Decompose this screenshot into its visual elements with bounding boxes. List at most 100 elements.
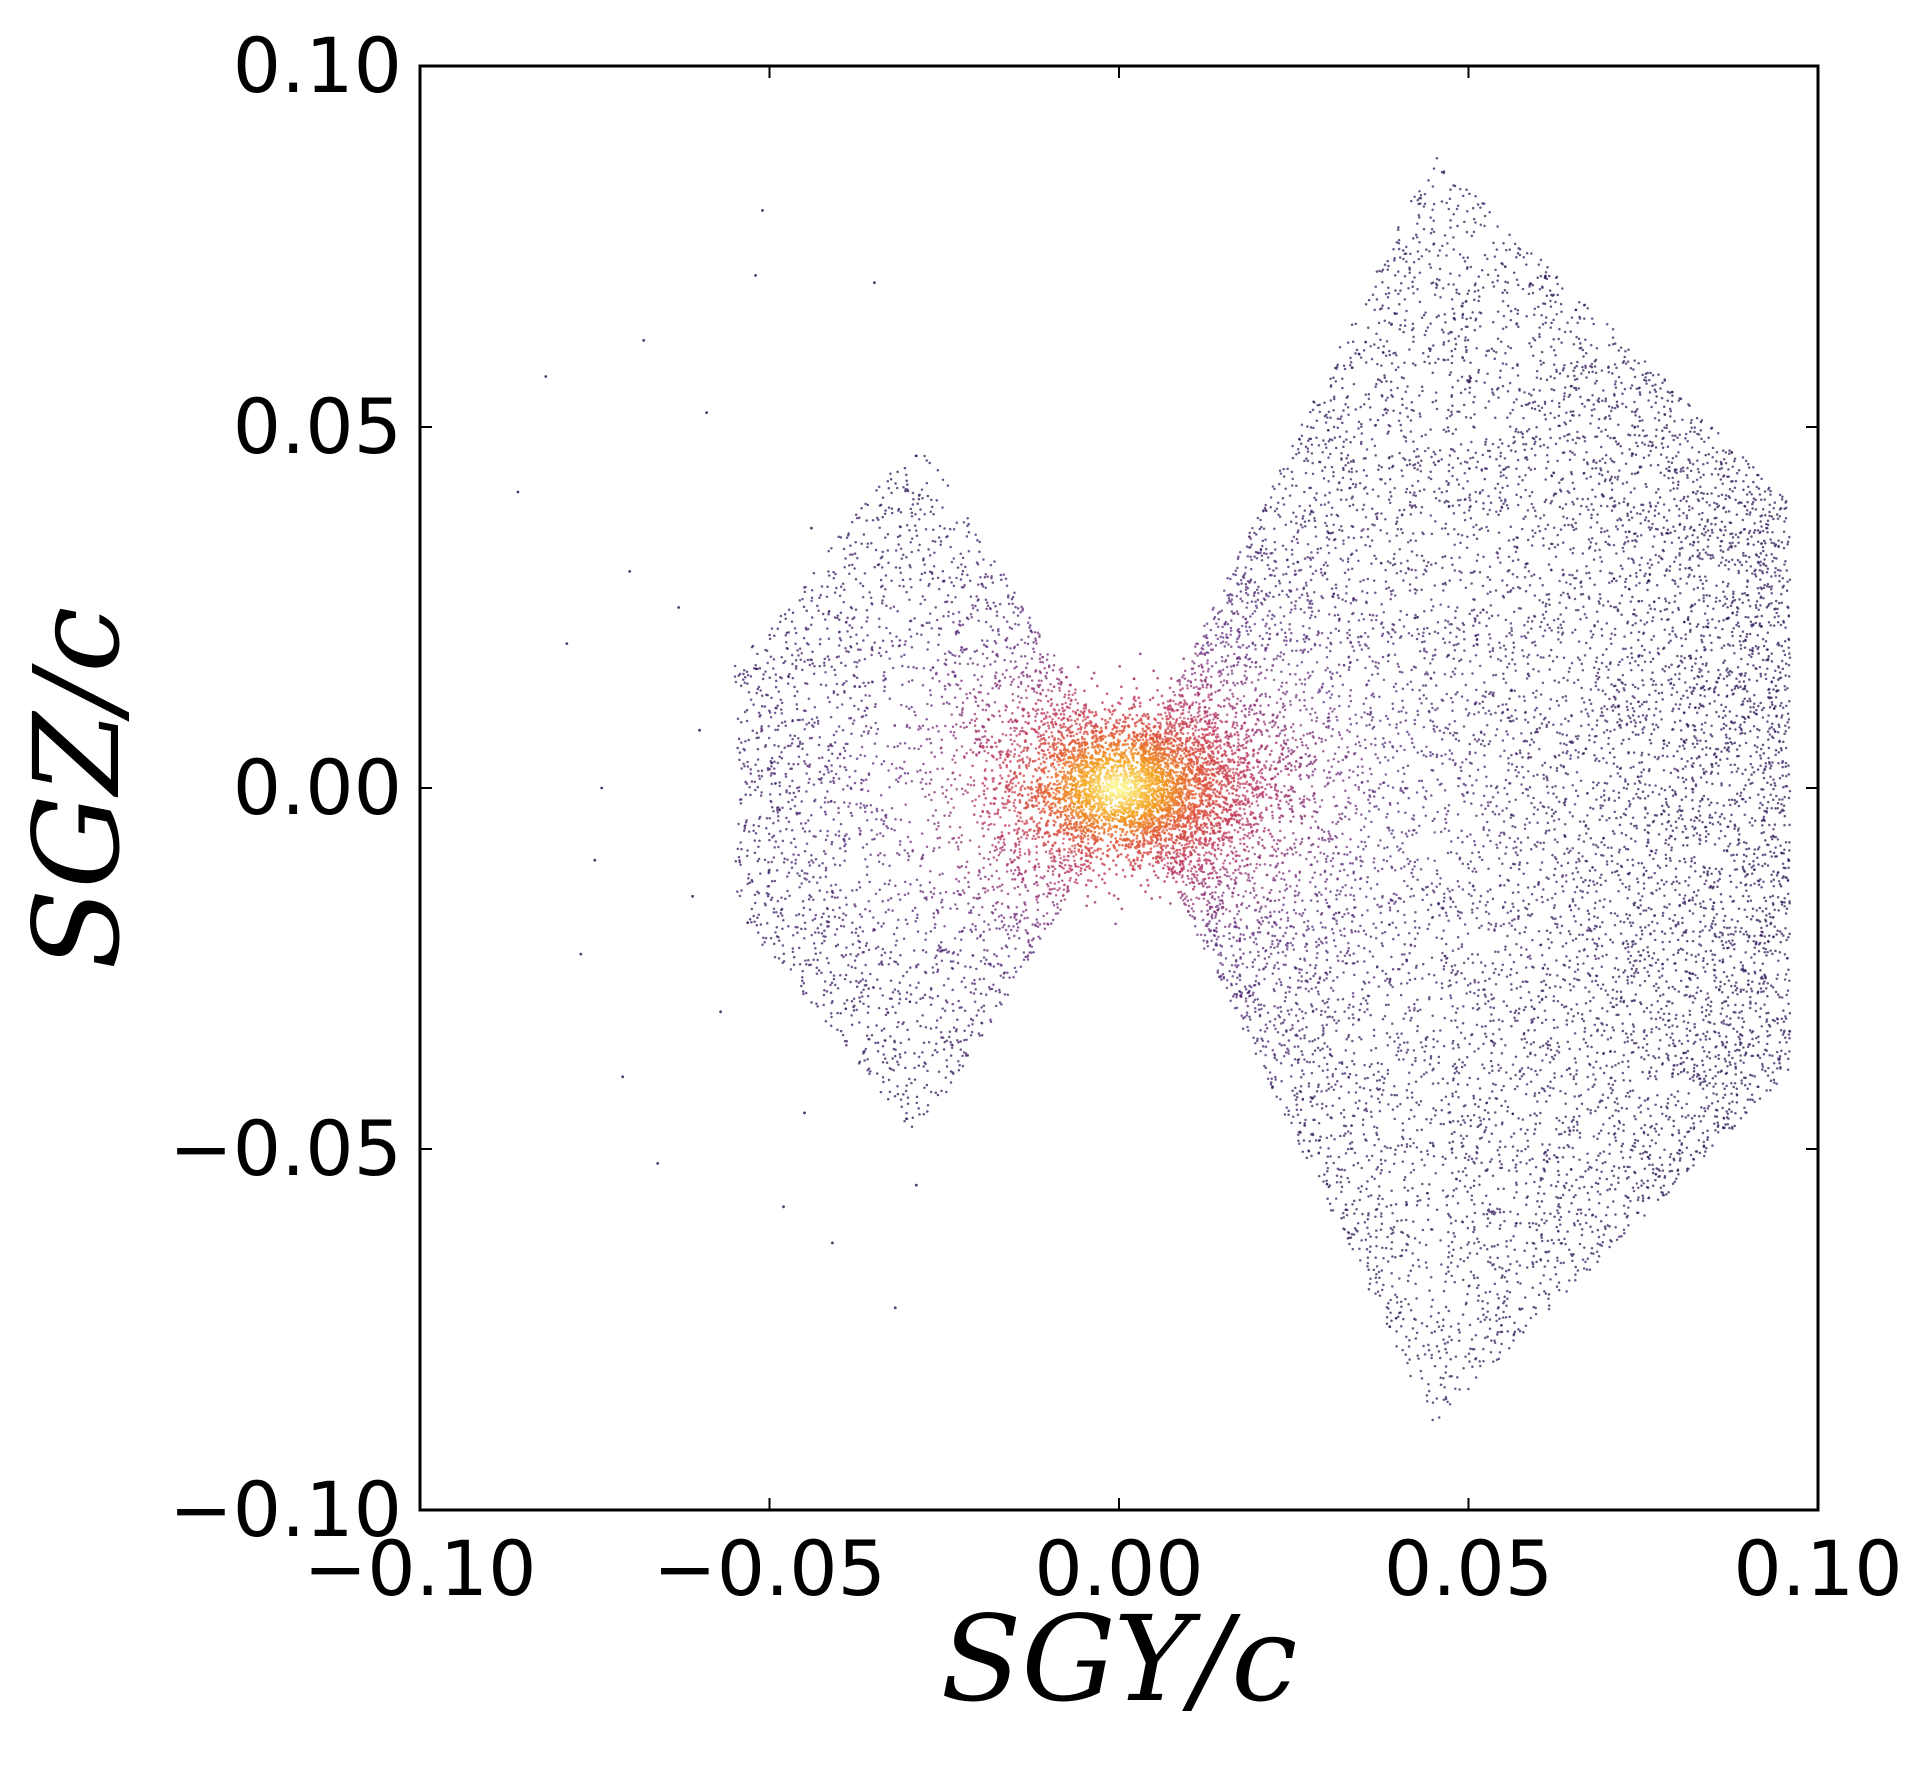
- data-point-3920: [1388, 321, 1391, 324]
- data-point-3157: [993, 674, 997, 678]
- data-point-3527: [1751, 500, 1755, 504]
- data-point-4534: [1678, 1149, 1682, 1152]
- data-point-4240: [1403, 943, 1406, 946]
- data-point-4192: [1399, 1049, 1403, 1052]
- data-point-2515: [860, 781, 863, 785]
- data-point-4994: [1298, 1121, 1302, 1125]
- data-point-4784: [1462, 403, 1466, 407]
- data-point-4637: [1460, 943, 1464, 946]
- data-point-3323: [1695, 416, 1699, 420]
- data-point-42: [878, 526, 881, 529]
- data-point-23: [816, 958, 819, 962]
- data-point-2475: [985, 656, 989, 660]
- data-point-2882: [931, 577, 935, 580]
- data-point-2217: [929, 1027, 933, 1030]
- data-point-3332: [1524, 906, 1527, 910]
- data-point-3426: [1363, 1010, 1366, 1014]
- data-point-3392: [1202, 635, 1206, 638]
- data-point-557: [965, 860, 969, 863]
- data-point-3411: [1774, 684, 1778, 688]
- data-point-4333: [1282, 729, 1285, 732]
- data-point-4775: [1545, 811, 1548, 815]
- data-point-2818: [1032, 950, 1035, 954]
- data-point-472: [885, 1061, 889, 1065]
- data-point-168: [917, 1107, 920, 1110]
- data-point-1465: [837, 777, 841, 780]
- data-point-3912: [1477, 371, 1480, 374]
- data-point-3503: [1671, 611, 1674, 614]
- data-point-3502: [1267, 921, 1271, 924]
- data-point-2881: [882, 922, 885, 925]
- data-point-54: [961, 1064, 965, 1068]
- data-point-4099: [1429, 750, 1432, 754]
- data-point-205: [1013, 748, 1017, 751]
- data-point-3510: [1532, 740, 1536, 744]
- data-point-351: [1003, 658, 1006, 662]
- data-point-2584: [904, 489, 907, 493]
- data-point-926: [824, 935, 827, 939]
- data-point-827: [895, 926, 899, 930]
- data-point-437: [845, 998, 849, 1002]
- data-point-796: [792, 853, 795, 856]
- data-point-4870: [1378, 1078, 1382, 1082]
- data-point-3624: [1382, 678, 1386, 682]
- data-point-1361: [823, 664, 826, 667]
- data-point-4047: [1618, 775, 1622, 778]
- data-point-417: [926, 702, 929, 706]
- data-point-3795: [1720, 782, 1723, 785]
- data-point-4259: [1772, 870, 1775, 873]
- data-point-1521: [931, 1053, 934, 1057]
- data-point-2435: [969, 612, 973, 616]
- data-point-3952: [1555, 313, 1558, 316]
- data-point-3926: [1483, 765, 1486, 768]
- data-point-1568: [758, 839, 761, 843]
- data-point-4686: [1494, 711, 1497, 715]
- data-point-4133: [1620, 594, 1624, 597]
- data-point-1955: [1066, 884, 1069, 888]
- data-point-730: [980, 583, 984, 586]
- data-point-2564: [810, 859, 813, 862]
- data-point-4257: [1722, 726, 1725, 730]
- data-point-3729: [1254, 648, 1257, 651]
- data-point-1725: [829, 715, 833, 719]
- data-point-1225: [1030, 939, 1034, 942]
- data-point-1742: [778, 781, 781, 784]
- data-point-4967: [1761, 962, 1765, 966]
- data-point-4565: [1568, 458, 1572, 462]
- data-point-1504: [812, 875, 815, 879]
- data-point-1719: [789, 968, 793, 971]
- data-point-4369: [1733, 947, 1736, 951]
- data-point-3110: [830, 1001, 833, 1005]
- data-point-4676: [1568, 959, 1572, 962]
- data-point-2567: [957, 1060, 960, 1063]
- data-point-4289: [1547, 1307, 1551, 1311]
- data-point-2653: [884, 813, 888, 817]
- data-point-1272: [817, 777, 821, 781]
- data-point-4732: [1668, 917, 1671, 921]
- data-point-3064: [1067, 889, 1070, 893]
- data-point-4894: [1682, 469, 1685, 473]
- data-point-2631: [913, 710, 916, 714]
- data-point-257: [738, 758, 741, 762]
- data-point-4955: [1722, 590, 1725, 594]
- data-point-4573: [1426, 1204, 1430, 1207]
- data-point-2540: [978, 935, 982, 938]
- data-point-4194: [1299, 1076, 1303, 1079]
- data-point-2473: [867, 987, 870, 990]
- data-point-3025: [903, 849, 906, 852]
- data-point-777: [951, 960, 955, 963]
- data-point-4865: [1710, 763, 1713, 766]
- data-point-782: [1046, 711, 1049, 714]
- data-point-4725: [1418, 926, 1421, 930]
- data-point-4384: [1533, 1132, 1536, 1135]
- data-point-4168: [1725, 684, 1729, 687]
- data-point-4288: [1431, 1298, 1434, 1302]
- data-point-371: [758, 777, 761, 780]
- data-point-4517: [1245, 629, 1249, 633]
- data-point-3949: [1721, 580, 1725, 584]
- data-point-1884: [989, 964, 992, 967]
- data-point-1041: [776, 808, 779, 812]
- data-point-1068: [999, 756, 1002, 760]
- data-point-2223: [844, 896, 848, 899]
- data-point-3906: [1314, 972, 1317, 975]
